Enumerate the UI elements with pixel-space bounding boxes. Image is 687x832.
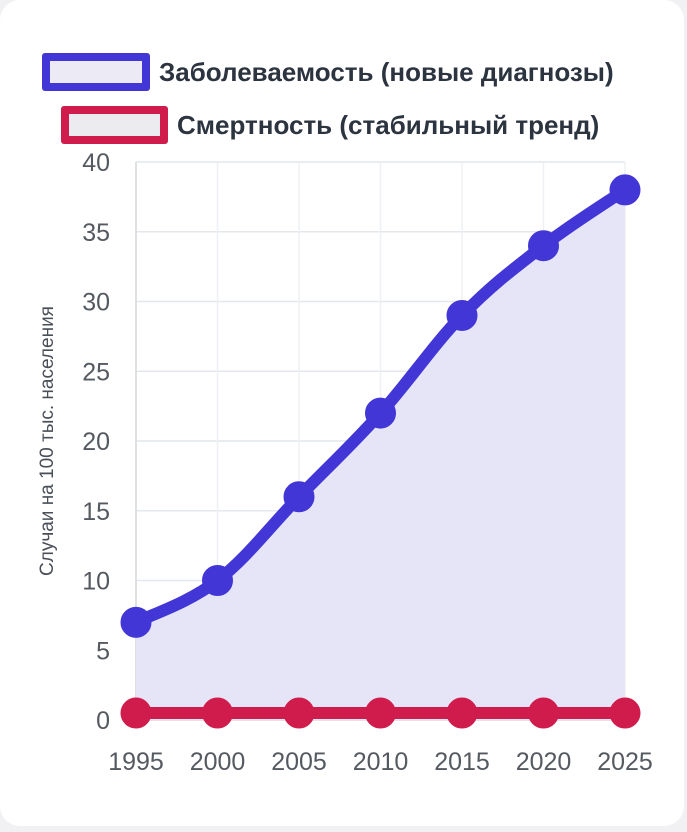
data-point-incidence <box>365 397 396 429</box>
x-tick-label: 2005 <box>271 748 327 776</box>
x-tick-label: 2015 <box>434 748 490 776</box>
data-point-incidence <box>120 606 152 638</box>
y-tick-label: 10 <box>82 568 110 596</box>
data-point-mortality <box>609 697 641 729</box>
y-tick-label: 15 <box>82 498 110 526</box>
legend-item-mortality[interactable]: Смертность (стабильный тренд) <box>61 106 599 144</box>
x-tick-label: 2025 <box>597 748 653 776</box>
legend-label-mortality: Смертность (стабильный тренд) <box>177 109 600 140</box>
series-area-incidence <box>136 189 625 720</box>
x-tick-label: 2020 <box>516 748 572 776</box>
data-point-incidence <box>609 174 641 206</box>
y-tick-label: 0 <box>96 707 110 735</box>
x-tick-label: 2010 <box>353 748 409 776</box>
y-tick-label: 35 <box>82 219 110 247</box>
y-tick-label: 40 <box>82 149 110 177</box>
data-point-mortality <box>365 697 396 729</box>
y-tick-label: 25 <box>82 358 110 386</box>
x-tick-label: 2000 <box>190 748 246 776</box>
legend-label-incidence: Заболеваемость (новые диагнозы) <box>159 56 614 87</box>
y-tick-label: 20 <box>82 428 110 456</box>
data-point-incidence <box>446 299 478 331</box>
legend-swatch-incidence <box>42 53 150 91</box>
y-tick-label: 30 <box>82 289 110 317</box>
data-point-mortality <box>283 697 315 729</box>
data-point-incidence <box>202 565 233 596</box>
data-point-incidence <box>528 230 559 262</box>
x-tick-label: 1995 <box>108 748 164 776</box>
data-point-mortality <box>528 697 559 729</box>
data-point-mortality <box>446 697 478 729</box>
y-tick-label: 5 <box>96 637 110 665</box>
data-point-mortality <box>202 697 233 729</box>
data-point-mortality <box>120 697 152 729</box>
legend-swatch-mortality <box>61 106 168 144</box>
data-point-incidence <box>283 481 315 513</box>
legend-item-incidence[interactable]: Заболеваемость (новые диагнозы) <box>42 53 614 91</box>
y-axis-title: Случаи на 100 тыс. населения <box>37 306 58 576</box>
